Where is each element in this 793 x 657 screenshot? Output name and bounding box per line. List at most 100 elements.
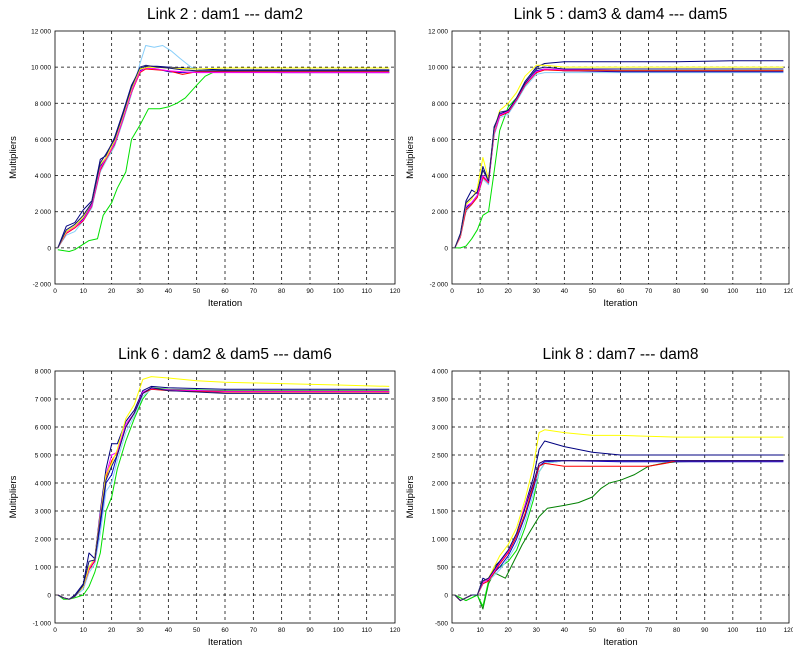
series-line-6 bbox=[454, 68, 784, 249]
x-tick-label: 40 bbox=[165, 288, 173, 295]
y-tick-label: 4 000 bbox=[432, 369, 449, 376]
x-tick-label: 10 bbox=[80, 288, 88, 295]
series-line-4 bbox=[454, 460, 784, 602]
y-tick-label: 4 000 bbox=[35, 173, 52, 180]
y-axis-label: Multipliers bbox=[405, 136, 416, 179]
chart-title: Link 8 : dam7 --- dam8 bbox=[543, 346, 699, 363]
series-line-1 bbox=[57, 387, 390, 600]
x-tick-label: 80 bbox=[673, 288, 681, 295]
x-tick-label: 110 bbox=[756, 288, 767, 295]
y-tick-label: 6 000 bbox=[35, 137, 52, 144]
x-tick-label: 100 bbox=[333, 627, 344, 634]
series-line-3 bbox=[454, 460, 784, 602]
series-line-9 bbox=[454, 460, 784, 602]
x-tick-label: 20 bbox=[108, 627, 116, 634]
series-line-6 bbox=[57, 67, 390, 249]
x-tick-label: 40 bbox=[165, 627, 173, 634]
x-tick-label: 100 bbox=[727, 627, 738, 634]
series-line-5 bbox=[57, 388, 390, 600]
x-tick-label: 50 bbox=[193, 288, 201, 295]
series-line-6 bbox=[454, 460, 784, 602]
y-tick-label: 2 000 bbox=[35, 209, 52, 216]
series-line-2 bbox=[57, 388, 390, 600]
x-tick-label: 0 bbox=[53, 288, 57, 295]
y-tick-label: -500 bbox=[435, 621, 448, 628]
y-tick-label: 10 000 bbox=[31, 65, 51, 72]
x-tick-label: 30 bbox=[136, 288, 144, 295]
x-tick-label: 110 bbox=[361, 288, 372, 295]
x-tick-label: 100 bbox=[333, 288, 344, 295]
x-tick-label: 90 bbox=[306, 288, 314, 295]
series-line-7 bbox=[454, 460, 784, 602]
y-tick-label: 3 500 bbox=[432, 397, 449, 404]
y-tick-label: 0 bbox=[47, 245, 51, 252]
series-line-5 bbox=[454, 69, 784, 249]
y-axis-label: Multipliers bbox=[405, 475, 416, 518]
y-tick-label: 500 bbox=[437, 565, 448, 572]
x-axis-label: Iteration bbox=[208, 637, 242, 648]
y-tick-label: -2 000 bbox=[430, 282, 449, 289]
y-tick-label: 1 500 bbox=[432, 509, 449, 516]
x-tick-label: 50 bbox=[589, 627, 597, 634]
y-tick-label: 4 000 bbox=[35, 481, 52, 488]
x-tick-label: 60 bbox=[221, 288, 229, 295]
x-tick-label: 90 bbox=[306, 627, 314, 634]
y-tick-label: 4 000 bbox=[432, 173, 449, 180]
series-line-8 bbox=[57, 387, 390, 600]
x-tick-label: 10 bbox=[476, 288, 484, 295]
series-line-8 bbox=[454, 66, 784, 249]
y-tick-label: 12 000 bbox=[31, 29, 51, 36]
series-line-4 bbox=[57, 385, 390, 600]
y-axis-label: Multipliers bbox=[8, 475, 19, 518]
y-tick-label: 10 000 bbox=[428, 65, 448, 72]
series-line-3 bbox=[57, 387, 390, 600]
y-tick-label: 6 000 bbox=[35, 425, 52, 432]
x-tick-label: 40 bbox=[561, 288, 569, 295]
x-tick-label: 80 bbox=[278, 627, 286, 634]
series-line-2 bbox=[57, 45, 390, 249]
series-line-2 bbox=[454, 72, 784, 249]
x-tick-label: 50 bbox=[193, 627, 201, 634]
x-tick-label: 20 bbox=[108, 288, 116, 295]
plot-frame bbox=[451, 370, 790, 624]
y-tick-label: 3 000 bbox=[35, 509, 52, 516]
y-axis-label: Multipliers bbox=[8, 136, 19, 179]
x-tick-label: 90 bbox=[701, 288, 709, 295]
y-tick-label: 8 000 bbox=[35, 369, 52, 376]
x-tick-label: 20 bbox=[505, 627, 513, 634]
x-tick-label: 70 bbox=[645, 288, 653, 295]
plot-frame bbox=[54, 30, 396, 285]
series-line-5 bbox=[454, 440, 784, 602]
x-tick-label: 60 bbox=[221, 627, 229, 634]
x-tick-label: 10 bbox=[476, 627, 484, 634]
y-tick-label: 0 bbox=[444, 245, 448, 252]
series-line-3 bbox=[454, 68, 784, 249]
x-tick-label: 30 bbox=[136, 627, 144, 634]
y-tick-label: 2 000 bbox=[35, 537, 52, 544]
x-tick-label: 30 bbox=[533, 288, 541, 295]
x-tick-label: 110 bbox=[756, 627, 767, 634]
series-line-7 bbox=[454, 64, 784, 249]
x-tick-label: 120 bbox=[390, 627, 401, 634]
y-tick-label: 0 bbox=[444, 593, 448, 600]
x-axis-label: Iteration bbox=[208, 298, 242, 309]
y-tick-label: 1 000 bbox=[35, 565, 52, 572]
plot-frame bbox=[451, 30, 790, 285]
x-axis-label: Iteration bbox=[603, 637, 637, 648]
x-tick-label: 0 bbox=[450, 288, 454, 295]
series-line-6 bbox=[57, 387, 390, 600]
x-tick-label: 50 bbox=[589, 288, 597, 295]
x-tick-label: 60 bbox=[617, 627, 625, 634]
x-tick-label: 30 bbox=[533, 627, 541, 634]
x-axis-label: Iteration bbox=[603, 298, 637, 309]
series-line-2 bbox=[454, 460, 784, 607]
y-tick-label: 3 000 bbox=[432, 425, 449, 432]
x-tick-label: 100 bbox=[727, 288, 738, 295]
x-tick-label: 40 bbox=[561, 627, 569, 634]
y-tick-label: -1 000 bbox=[33, 621, 52, 628]
chart-title: Link 5 : dam3 & dam4 --- dam5 bbox=[514, 6, 728, 23]
series-line-8 bbox=[57, 64, 390, 249]
